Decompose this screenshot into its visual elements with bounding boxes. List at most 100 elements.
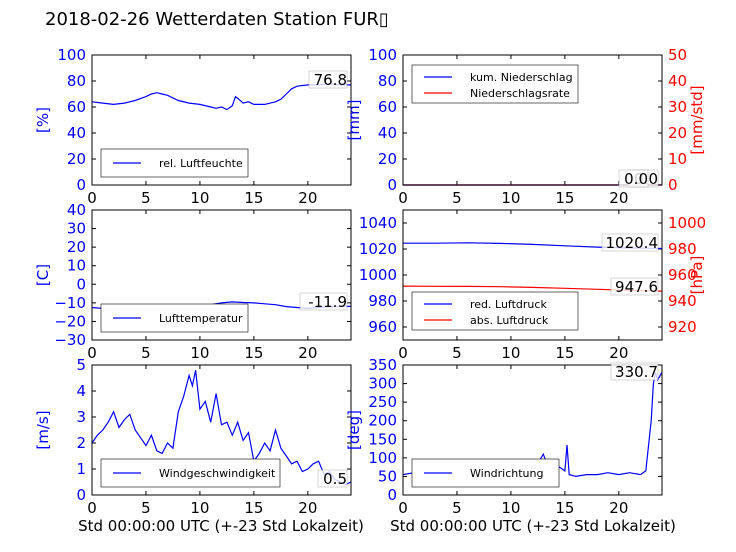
y-tick-label: 40 bbox=[67, 201, 86, 219]
x-tick-label: 5 bbox=[452, 499, 462, 517]
legend-box bbox=[411, 64, 579, 104]
x-tick-label: 0 bbox=[87, 344, 97, 362]
y-tick-label: 80 bbox=[67, 72, 86, 90]
y2-tick-label: 50 bbox=[668, 46, 687, 64]
annotation-box bbox=[317, 469, 348, 488]
y-tick-label: 0 bbox=[76, 176, 86, 194]
x-tick-label: 15 bbox=[244, 499, 263, 517]
y2-tick-label: 40 bbox=[668, 72, 687, 90]
panel-pressure: 0 5 10 15 20 960 980 1000 1020 1040 920 940 960 980 10… bbox=[359, 209, 706, 362]
legend-entry: Windrichtung bbox=[470, 467, 543, 480]
annotation-box bbox=[618, 169, 649, 188]
x-tick-label: 0 bbox=[87, 189, 97, 207]
legend-entry: Windgeschwindigkeit bbox=[159, 467, 276, 480]
y-tick-label: 30 bbox=[67, 220, 86, 238]
x-tick-label: 15 bbox=[244, 189, 263, 207]
y-axis-label: [m/s] bbox=[34, 410, 52, 449]
last-value-annotation: 76.8 bbox=[314, 71, 347, 89]
y-tick-label: −20 bbox=[54, 312, 86, 330]
annotation-box bbox=[610, 277, 659, 296]
x-tick-label: 0 bbox=[398, 189, 408, 207]
y2-tick-label: 20 bbox=[668, 124, 687, 142]
y-tick-label: 100 bbox=[57, 46, 86, 64]
x-tick-label: 10 bbox=[501, 499, 520, 517]
last-value-annotation: 0.0 bbox=[624, 170, 648, 188]
y-tick-label: 60 bbox=[67, 98, 86, 116]
legend-entry: Niederschlagsrate bbox=[470, 87, 570, 100]
legend-entry: abs. Luftdruck bbox=[470, 314, 549, 327]
chart-title: 2018-02-26 Wetterdaten Station FUR▯ bbox=[45, 9, 389, 30]
x-tick-label: 20 bbox=[609, 344, 628, 362]
y-tick-label: 3 bbox=[76, 408, 86, 426]
series-line-1 bbox=[91, 370, 352, 486]
panel-winddirection: 0 5 10 15 20050100150200250300350[deg]Windri… bbox=[345, 356, 663, 517]
y-tick-label: 1040 bbox=[359, 214, 397, 232]
x-tick-label: 10 bbox=[501, 189, 520, 207]
y2-tick-label: 940 bbox=[668, 292, 697, 310]
y-tick-label: 40 bbox=[67, 124, 86, 142]
x-axis-label-left: Std 00:00:00 UTC (+-23 Std Lokalzeit) bbox=[78, 517, 364, 535]
panel-precipitation: 0 5 10 15 20 0 20 40 60 80 100 0 10 20 30 40 50 [mm/std] [… bbox=[345, 46, 706, 207]
y-axis-label: [mm] bbox=[345, 100, 363, 141]
y-tick-label: 980 bbox=[368, 292, 397, 310]
plot-frame bbox=[402, 209, 663, 341]
y-axis-label: [deg] bbox=[345, 410, 363, 450]
y2-axis-label: [mm/std] bbox=[688, 85, 706, 154]
y-tick-label: 960 bbox=[368, 318, 397, 336]
x-axis-label-right: Std 00:00:00 UTC (+-23 Std Lokalzeit) bbox=[390, 517, 676, 535]
y-tick-label: 1000 bbox=[359, 266, 397, 284]
x-tick-label: 20 bbox=[298, 189, 317, 207]
annotation-box bbox=[601, 233, 659, 252]
plot-frame bbox=[91, 209, 352, 341]
x-tick-label: 0 bbox=[398, 344, 408, 362]
x-tick-label: 15 bbox=[244, 344, 263, 362]
x-tick-label: 15 bbox=[555, 499, 574, 517]
plot-frame bbox=[91, 364, 352, 496]
x-tick-label: 20 bbox=[609, 499, 628, 517]
x-tick-label: 5 bbox=[141, 189, 151, 207]
y-tick-label: 200 bbox=[368, 412, 397, 430]
x-tick-label: 5 bbox=[452, 344, 462, 362]
annotation-box bbox=[308, 70, 348, 89]
legend-entry: red. Luftdruck bbox=[470, 298, 547, 311]
y-tick-label: 0 bbox=[387, 486, 397, 504]
panel-windspeed: 0 5 10 15 20 0 1 2 3 4 5 [m/s] Windgeschwindigkeit 0.… bbox=[34, 356, 352, 517]
y-tick-label: 20 bbox=[67, 238, 86, 256]
y2-tick-label: 0 bbox=[668, 176, 678, 194]
x-tick-label: 15 bbox=[555, 344, 574, 362]
y-tick-label: 10 bbox=[67, 257, 86, 275]
plot-frame bbox=[402, 364, 663, 496]
y2-axis-label: [hPa] bbox=[688, 256, 706, 295]
y-tick-label: 250 bbox=[368, 393, 397, 411]
y-tick-label: −30 bbox=[54, 331, 86, 349]
y-tick-label: 20 bbox=[67, 150, 86, 168]
x-tick-label: 20 bbox=[298, 344, 317, 362]
y-tick-label: 100 bbox=[368, 449, 397, 467]
last-value-annotation: 1020.4 bbox=[606, 234, 659, 252]
y2-tick-label: 920 bbox=[668, 318, 697, 336]
x-tick-label: 15 bbox=[555, 189, 574, 207]
y-tick-label: 4 bbox=[76, 382, 86, 400]
y-tick-label: 0 bbox=[387, 176, 397, 194]
annotation-box bbox=[610, 362, 659, 381]
y-axis-label: [%] bbox=[34, 107, 52, 133]
y-tick-label: 40 bbox=[378, 124, 397, 142]
y-tick-label: 80 bbox=[378, 72, 397, 90]
legend-entry: kum. Niederschlag bbox=[470, 71, 573, 84]
y-tick-label: 1 bbox=[76, 460, 86, 478]
x-tick-label: 10 bbox=[501, 344, 520, 362]
y-tick-label: 0 bbox=[76, 486, 86, 504]
legend-entry: rel. Luftfeuchte bbox=[159, 157, 243, 170]
y-tick-label: 100 bbox=[368, 46, 397, 64]
y2-tick-label: 1000 bbox=[668, 214, 706, 232]
y-tick-label: 2 bbox=[76, 434, 86, 452]
panel-humidity: 0 5 10 15 20 0 20 40 60 80 100 [%] rel. Luftfeuchte 7… bbox=[34, 46, 352, 207]
last-value-annotation: 330.7 bbox=[615, 363, 658, 381]
y-tick-label: 300 bbox=[368, 375, 397, 393]
last-value-annotation: 947.6 bbox=[615, 278, 658, 296]
x-tick-label: 20 bbox=[298, 499, 317, 517]
y-tick-label: 50 bbox=[378, 467, 397, 485]
series-line-1 bbox=[91, 82, 351, 111]
x-tick-label: 10 bbox=[190, 499, 209, 517]
